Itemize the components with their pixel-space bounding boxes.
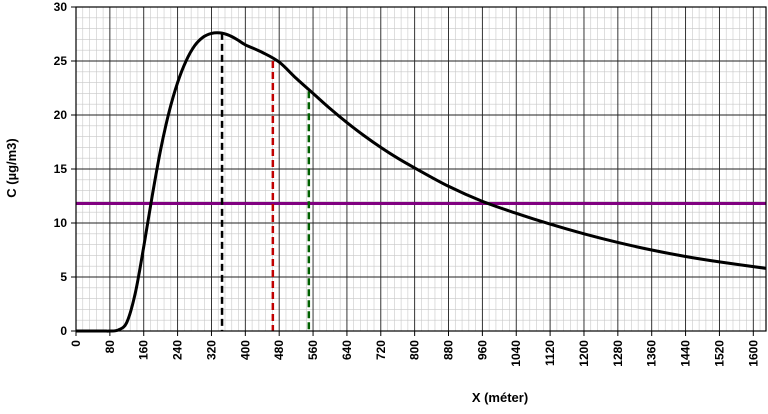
- y-tick-label: 30: [54, 0, 68, 14]
- x-tick-label: 240: [171, 340, 185, 360]
- x-tick-labels: 0 80 160 240 320 400 480 560 640 720 800 880 960 1040…: [69, 340, 760, 367]
- y-tick-label: 5: [60, 270, 67, 284]
- x-tick-label: 1360: [645, 340, 659, 367]
- y-tick-labels: 0 5 10 15 20 25 30: [54, 0, 68, 338]
- x-tick-label: 1280: [611, 340, 625, 367]
- x-tick-label: 1200: [577, 340, 591, 367]
- x-tick-label: 480: [272, 340, 286, 360]
- x-tick-label: 720: [374, 340, 388, 360]
- axes: [71, 6, 767, 336]
- y-tick-label: 20: [54, 108, 68, 122]
- x-tick-label: 640: [340, 340, 354, 360]
- x-tick-label: 400: [238, 340, 252, 360]
- y-tick-label: 15: [54, 162, 68, 176]
- x-tick-label: 80: [103, 340, 117, 354]
- concentration-curve-0: [76, 31, 767, 333]
- x-tick-label: 1040: [509, 340, 523, 367]
- y-tick-label: 25: [54, 54, 68, 68]
- x-tick-label: 880: [442, 340, 456, 360]
- y-axis-title: C (µg/m3): [4, 138, 19, 198]
- x-tick-label: 1120: [543, 340, 557, 366]
- x-tick-label: 800: [408, 340, 422, 360]
- series-group: [76, 31, 767, 333]
- major-grid: [75, 6, 766, 332]
- reference-lines: [76, 32, 766, 331]
- x-tick-label: 1440: [679, 340, 693, 367]
- x-tick-label: 1600: [746, 340, 760, 367]
- x-tick-label: 160: [137, 340, 151, 360]
- x-tick-label: 960: [475, 340, 489, 360]
- x-tick-label: 0: [69, 340, 83, 347]
- x-tick-label: 1520: [712, 340, 726, 367]
- x-axis-title: X (méter): [472, 390, 528, 405]
- y-tick-label: 10: [54, 216, 68, 230]
- x-tick-label: 320: [204, 340, 218, 360]
- x-tick-label: 560: [306, 340, 320, 360]
- y-tick-label: 0: [60, 324, 67, 338]
